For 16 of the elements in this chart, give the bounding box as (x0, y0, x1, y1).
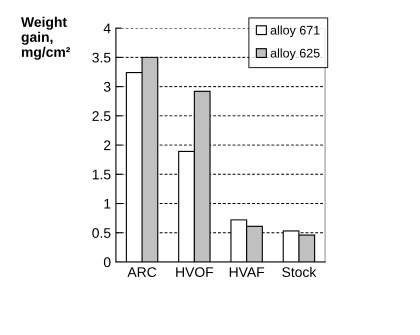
y-tick-label: 3 (104, 82, 110, 92)
y-axis-title: Weight gain, mg/cm² (21, 16, 70, 60)
legend-label: alloy 671 (270, 25, 320, 38)
y-tick-label: 2.5 (92, 111, 110, 121)
x-tick-label: Stock (282, 266, 316, 278)
y-tick-label: 4 (104, 24, 111, 34)
x-tick-label: HVAF (230, 267, 264, 277)
y-tick-label: 0 (104, 257, 111, 268)
x-tick-label: HVOF (176, 267, 214, 278)
y-tick-label: 0.5 (92, 228, 110, 238)
y-tick-label: 2 (104, 140, 110, 150)
y-tick-label: 1 (104, 198, 110, 209)
y-tick-label: 3.5 (92, 52, 110, 63)
legend-label: alloy 625 (270, 48, 320, 60)
y-tick-label: 1.5 (92, 170, 110, 180)
x-tick-label: ARC (127, 267, 156, 278)
